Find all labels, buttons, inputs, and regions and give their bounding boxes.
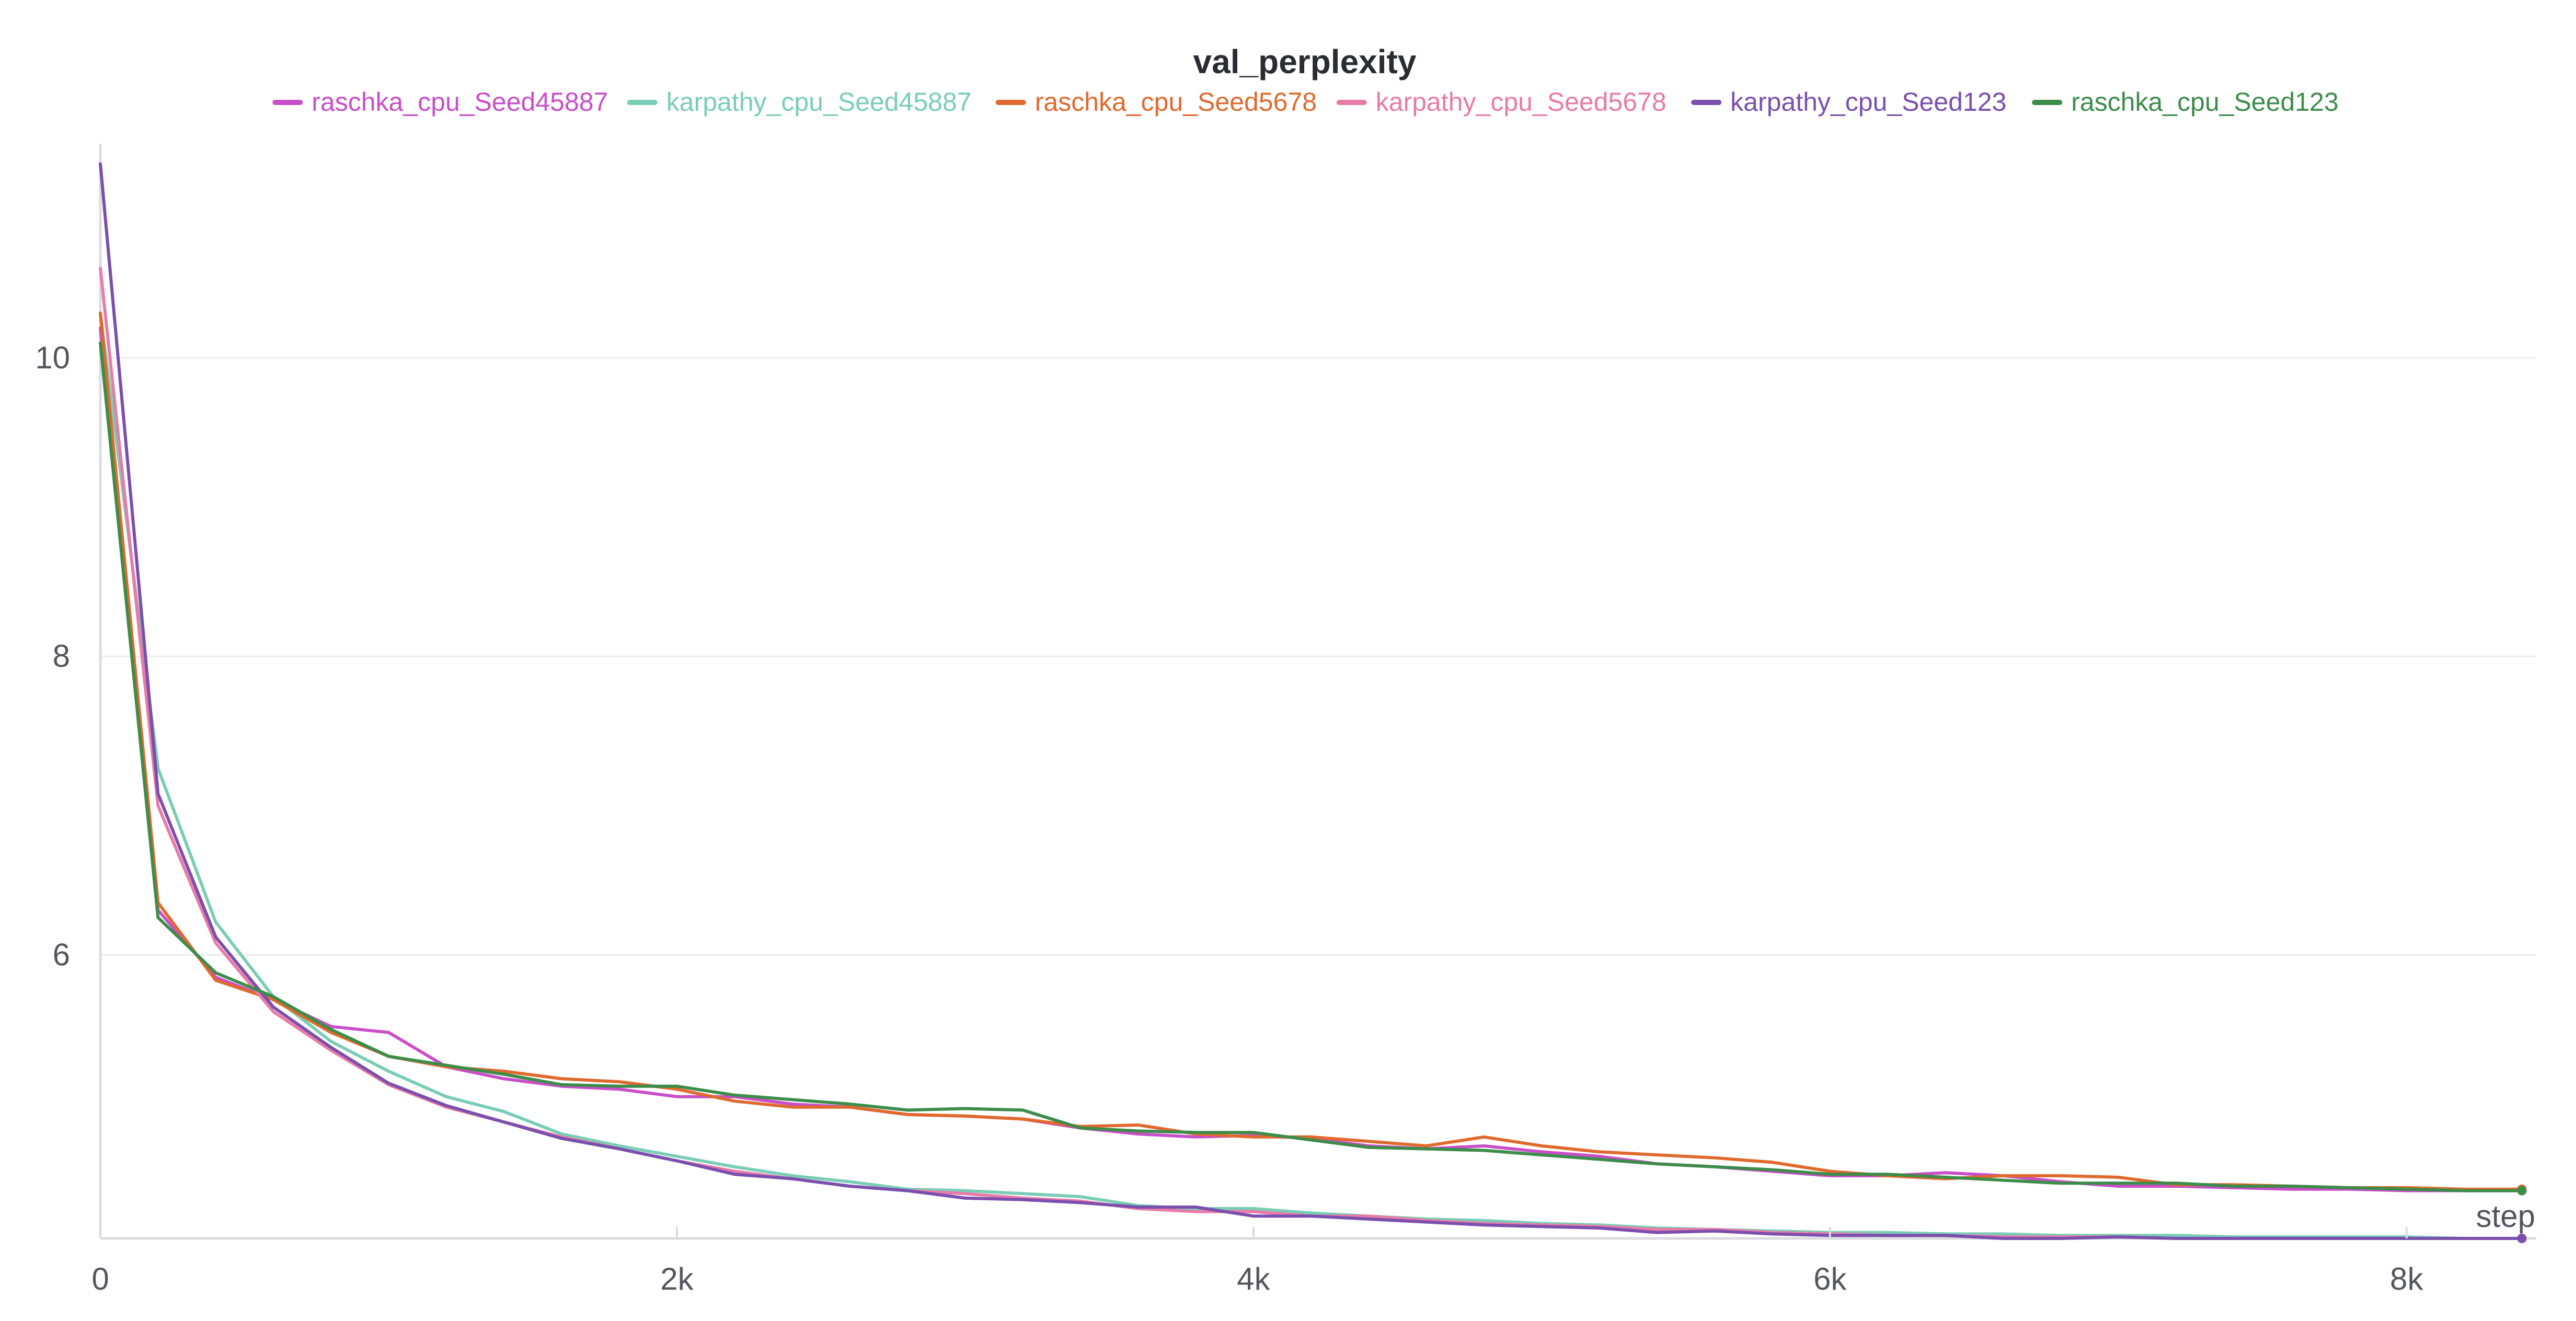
x-tick-label: 2k [660,1261,694,1296]
x-axis-ticks: 0 2k 4k 6k 8k [91,1227,2424,1296]
chart-title: val_perplexity [1193,43,1417,80]
series-end-point [2517,1234,2527,1243]
legend-label: karpathy_cpu_Seed5678 [1376,87,1666,117]
y-axis-ticks: 6 8 10 [35,340,70,972]
x-axis-label: step [2476,1199,2535,1234]
y-tick-label: 6 [53,937,70,972]
axes [99,144,2536,1240]
series-line-karpathy_cpu_Seed45887[interactable] [99,311,2524,1240]
x-tick-label: 4k [1237,1261,1270,1296]
x-tick-label: 0 [91,1261,109,1296]
legend-label: raschka_cpu_Seed45887 [312,87,608,117]
series-layer [99,162,2527,1243]
x-tick-label: 8k [2390,1261,2423,1296]
legend-item[interactable]: karpathy_cpu_Seed123 [1691,87,2006,117]
legend-item[interactable]: raschka_cpu_Seed123 [2032,87,2339,117]
legend: raschka_cpu_Seed45887 karpathy_cpu_Seed45… [272,87,2339,117]
series-line-raschka_cpu_Seed45887[interactable] [99,326,2524,1192]
legend-item[interactable]: karpathy_cpu_Seed5678 [1336,87,1666,117]
legend-label: raschka_cpu_Seed123 [2071,87,2339,117]
legend-label: karpathy_cpu_Seed123 [1730,87,2006,117]
legend-label: raschka_cpu_Seed5678 [1035,87,1317,117]
legend-item[interactable]: raschka_cpu_Seed45887 [272,87,608,117]
legend-label: karpathy_cpu_Seed45887 [666,87,972,117]
x-tick-label: 6k [1813,1261,1847,1296]
series-line-raschka_cpu_Seed123[interactable] [99,341,2524,1192]
y-tick-label: 8 [53,639,70,674]
legend-item[interactable]: karpathy_cpu_Seed45887 [627,87,972,117]
series-end-point [2517,1186,2527,1196]
series-line-karpathy_cpu_Seed5678[interactable] [99,266,2524,1240]
y-tick-label: 10 [35,340,70,375]
series-line-karpathy_cpu_Seed123[interactable] [99,162,2524,1240]
legend-item[interactable]: raschka_cpu_Seed5678 [995,87,1317,117]
gridlines [100,357,2536,956]
series-line-raschka_cpu_Seed5678[interactable] [99,311,2524,1191]
